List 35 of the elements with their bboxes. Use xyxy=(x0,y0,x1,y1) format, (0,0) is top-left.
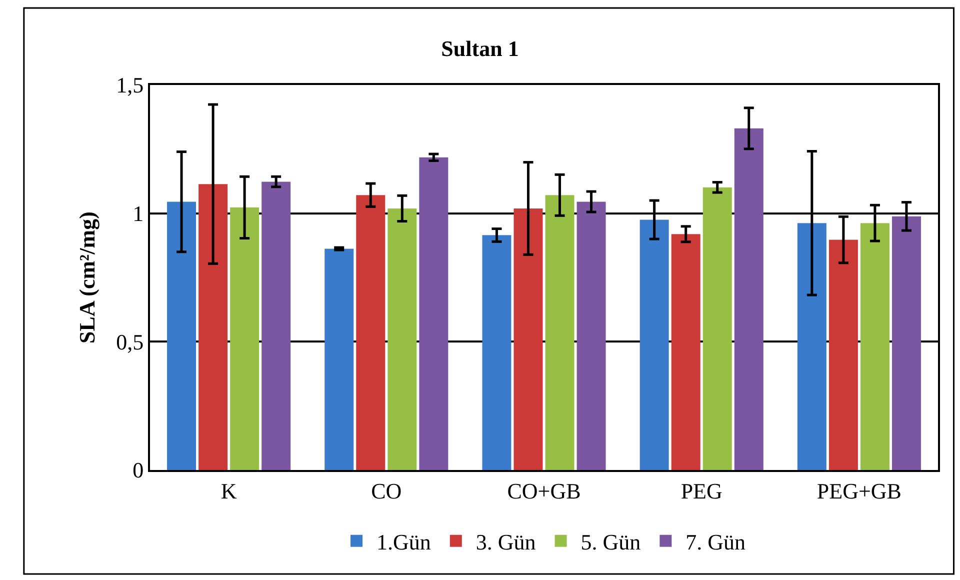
bar xyxy=(828,240,858,470)
bar xyxy=(230,207,260,470)
bar xyxy=(198,184,228,470)
y-tick-label: 0 xyxy=(132,458,144,483)
x-tick-label: CO xyxy=(371,478,402,504)
bar xyxy=(419,157,448,470)
x-tick-label: CO+GB xyxy=(507,478,581,504)
bar xyxy=(482,235,512,470)
chart-title: Sultan 1 xyxy=(441,36,519,61)
legend-label: 5. Gün xyxy=(580,529,641,554)
bar xyxy=(640,220,669,470)
x-tick-label: PEG+GB xyxy=(816,478,902,504)
y-tick-label: 0,5 xyxy=(116,329,144,354)
bar xyxy=(167,202,196,470)
bar xyxy=(797,223,826,470)
y-tick-label: 1,5 xyxy=(116,72,144,98)
x-tick-label: PEG xyxy=(680,478,722,504)
bar xyxy=(702,187,732,470)
bar xyxy=(388,208,417,470)
legend-label: 7. Gün xyxy=(686,529,746,554)
legend-label: 1.Gün xyxy=(376,529,431,554)
y-axis-title: SLA (cm²/mg) xyxy=(74,212,100,344)
bar xyxy=(671,234,700,470)
y-tick-label: 1 xyxy=(132,201,144,226)
bar xyxy=(356,195,386,470)
bar xyxy=(324,248,354,470)
bar xyxy=(860,223,890,470)
x-tick-label: K xyxy=(220,478,237,504)
bar xyxy=(734,128,764,470)
bar xyxy=(262,182,291,470)
bar xyxy=(576,202,606,470)
legend-label: 3. Gün xyxy=(476,529,536,554)
bar xyxy=(514,208,543,470)
bar xyxy=(892,216,921,470)
bar xyxy=(545,195,574,470)
